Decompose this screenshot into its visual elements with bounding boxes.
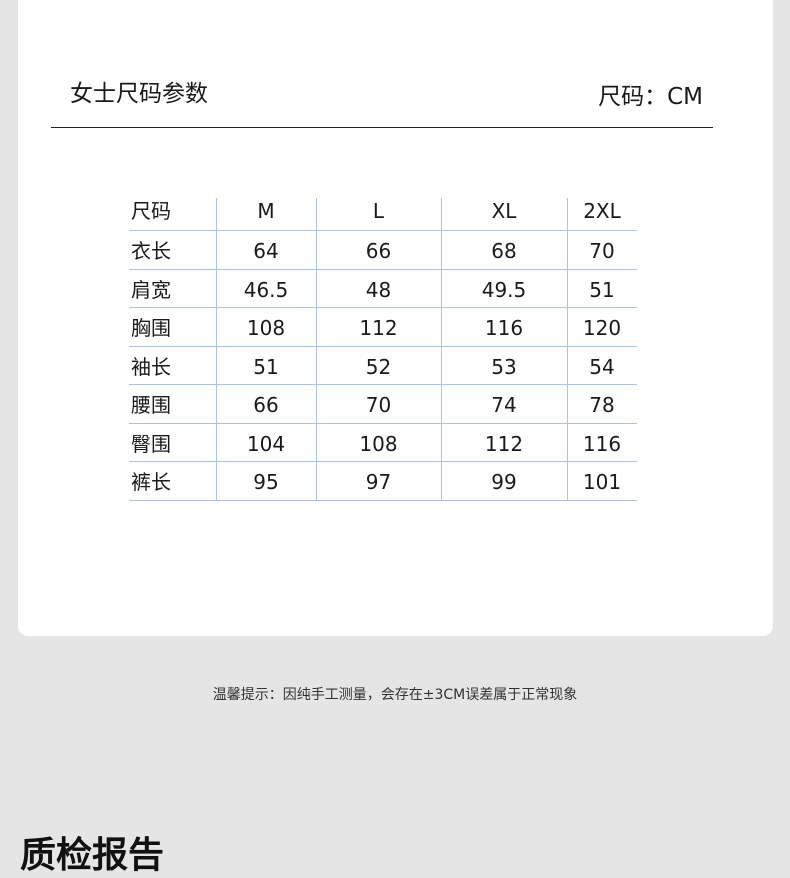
row-label: 胸围 [131, 316, 171, 340]
column-header: M [257, 199, 275, 223]
row-label: 腰围 [131, 393, 171, 417]
table-cell: 52 [365, 354, 392, 379]
table-cell: 99 [491, 470, 517, 494]
table-cell: 95 [253, 470, 279, 494]
row-label: 肩宽 [131, 277, 171, 302]
table-cell: 101 [582, 470, 622, 494]
column-header: XL [491, 199, 517, 223]
column-header: 尺码 [131, 199, 171, 223]
table-cell: 108 [359, 431, 398, 456]
table-cell: 116 [582, 431, 622, 456]
table-cell: 104 [246, 431, 286, 456]
table-cell: 112 [359, 316, 398, 340]
table-cell: 51 [253, 354, 279, 379]
table-cell: 70 [589, 239, 615, 263]
table-cell: 66 [365, 239, 392, 263]
table-cell: 78 [589, 393, 615, 417]
divider [51, 127, 713, 128]
table-cell: 48 [365, 277, 392, 302]
column-header: L [372, 199, 385, 223]
column-line [567, 198, 568, 500]
row-line [129, 230, 637, 231]
column-header: 2XL [583, 199, 621, 223]
section-title: 质检报告 [20, 835, 165, 876]
table-cell: 116 [484, 316, 524, 340]
column-line [316, 198, 317, 500]
row-line [129, 499, 637, 501]
table-cell: 54 [589, 354, 615, 379]
table-cell: 70 [365, 393, 392, 417]
table-cell: 66 [253, 393, 279, 417]
column-line [441, 198, 442, 500]
table-cell: 51 [589, 277, 615, 302]
note: 温馨提示：因纯手工测量，会存在±3CM误差属于正常现象 [212, 687, 578, 703]
row-line [129, 422, 637, 424]
row-line [129, 268, 637, 270]
table-cell: 112 [484, 431, 524, 456]
page: 女士尺码参数 尺码：CM 尺码 M L XL 2XL 衣长 64 66 68 70 肩宽 46.5 48… [18, 0, 773, 876]
table-cell: 108 [246, 316, 286, 340]
table-cell: 120 [582, 316, 622, 340]
row-label: 袖长 [131, 354, 171, 379]
table-cell: 64 [253, 239, 279, 263]
card [18, 0, 773, 636]
column-line [216, 198, 217, 500]
table-cell: 53 [491, 354, 517, 379]
unit-label: 尺码：CM [598, 84, 703, 110]
row-line [129, 461, 637, 462]
table-cell: 74 [491, 393, 517, 417]
row-label: 臀围 [131, 431, 171, 456]
row-line [129, 307, 637, 308]
table-cell: 49.5 [481, 277, 527, 302]
table-title: 女士尺码参数 [70, 81, 208, 107]
table-cell: 46.5 [243, 277, 289, 302]
table-cell: 97 [365, 470, 392, 494]
row-label: 衣长 [131, 239, 171, 263]
row-label: 裤长 [131, 470, 171, 494]
row-line [129, 384, 637, 385]
row-line [129, 345, 637, 347]
table-cell: 68 [491, 239, 517, 263]
